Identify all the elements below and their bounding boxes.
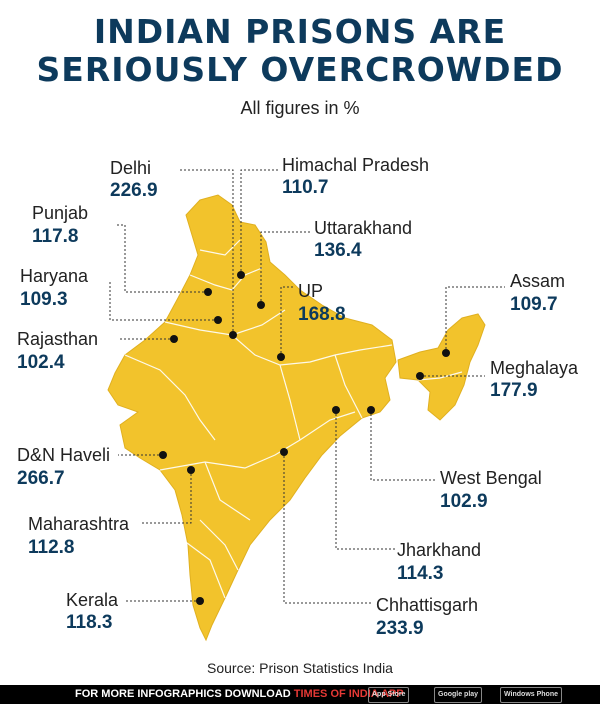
himachal-dot <box>237 271 245 279</box>
label-uttarakhand: Uttarakhand <box>314 218 413 238</box>
value-kerala: 118.3 <box>66 612 113 633</box>
value-haryana: 109.3 <box>20 289 68 310</box>
value-west-bengal: 102.9 <box>440 491 488 512</box>
value-chhattisgarh: 233.9 <box>376 618 424 639</box>
label-haryana: Haryana <box>20 266 89 286</box>
label-dn-haveli: D&N Haveli <box>17 445 111 465</box>
label-himachal-pradesh: Himachal Pradesh <box>282 155 430 175</box>
app-store-badge[interactable]: App Store <box>368 687 410 703</box>
value-jharkhand: 114.3 <box>397 563 444 584</box>
google-play-badge[interactable]: Google play <box>434 687 483 703</box>
value-punjab: 117.8 <box>32 226 79 247</box>
footer-bar: FOR MORE INFOGRAPHICS DOWNLOAD TIMES OF … <box>0 685 600 704</box>
value-himachal-pradesh: 110.7 <box>282 177 329 198</box>
haryana-dot <box>214 316 222 324</box>
label-kerala: Kerala <box>66 590 119 610</box>
punjab-dot <box>204 288 212 296</box>
west-bengal-dot <box>367 406 375 414</box>
assam-dot <box>442 349 450 357</box>
uttarakhand-dot <box>257 301 265 309</box>
label-meghalaya: Meghalaya <box>490 358 579 378</box>
rajasthan-dot <box>170 335 178 343</box>
label-jharkhand: Jharkhand <box>397 540 482 560</box>
label-maharashtra: Maharashtra <box>28 514 130 534</box>
label-rajasthan: Rajasthan <box>17 329 99 349</box>
label-chhattisgarh: Chhattisgarh <box>376 595 479 615</box>
windows-phone-label: Windows Phone <box>504 691 558 698</box>
google-play-label: Google play <box>438 691 479 698</box>
value-up: 168.8 <box>298 304 346 325</box>
kerala-dot <box>196 597 204 605</box>
value-uttarakhand: 136.4 <box>314 240 362 261</box>
footer-app-name: TIMES OF INDIA APP <box>293 688 404 700</box>
chhattisgarh-dot <box>280 448 288 456</box>
footer-text: FOR MORE INFOGRAPHICS DOWNLOAD TIMES OF … <box>75 688 404 700</box>
source-credit: Source: Prison Statistics India <box>207 660 393 676</box>
label-delhi: Delhi <box>110 158 152 178</box>
value-dn-haveli: 266.7 <box>17 468 65 489</box>
footer-text-prefix: FOR MORE INFOGRAPHICS DOWNLOAD <box>75 688 294 700</box>
subtitle: All figures in % <box>240 98 360 118</box>
label-west-bengal: West Bengal <box>440 468 542 488</box>
value-meghalaya: 177.9 <box>490 380 538 401</box>
value-maharashtra: 112.8 <box>28 537 75 558</box>
label-up: UP <box>298 281 324 301</box>
title-line-1: INDIAN PRISONS ARE <box>93 12 507 51</box>
label-assam: Assam <box>510 271 566 291</box>
label-punjab: Punjab <box>32 203 89 223</box>
up-dot <box>277 353 285 361</box>
value-assam: 109.7 <box>510 294 558 315</box>
dn-haveli-dot <box>159 451 167 459</box>
northeast-region <box>397 313 486 421</box>
value-delhi: 226.9 <box>110 180 158 201</box>
maharashtra-dot <box>187 466 195 474</box>
app-store-label: App Store <box>372 691 406 698</box>
value-rajasthan: 102.4 <box>17 352 65 373</box>
windows-phone-badge[interactable]: Windows Phone <box>500 687 562 703</box>
meghalaya-dot <box>416 372 424 380</box>
jharkhand-dot <box>332 406 340 414</box>
delhi-dot <box>229 331 237 339</box>
title-line-2: SERIOUSLY OVERCROWDED <box>36 50 564 89</box>
